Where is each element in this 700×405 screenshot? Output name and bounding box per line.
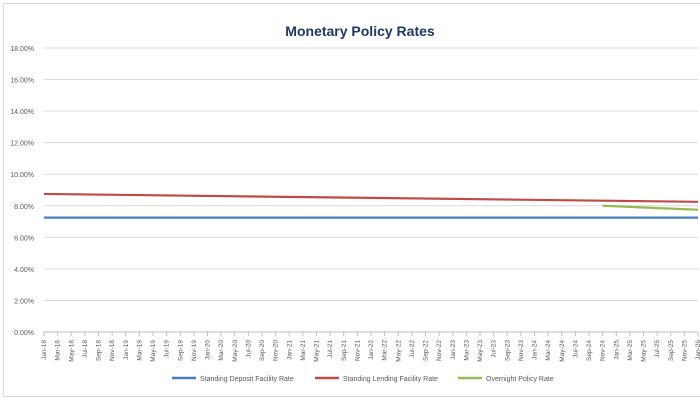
- x-tick-label: Nov-23: [518, 340, 525, 361]
- y-tick-label: 16.00%: [10, 78, 34, 85]
- x-tick-label: Nov-20: [273, 340, 280, 361]
- x-tick-label: Mar-21: [300, 340, 307, 361]
- x-tick-label: Mar-18: [55, 340, 62, 361]
- x-tick-label: Jan-22: [368, 340, 375, 360]
- x-tick-label: Nov-25: [681, 340, 688, 361]
- legend-label: Standing Lending Facility Rate: [343, 376, 438, 383]
- x-tick-label: Nov-19: [191, 340, 198, 361]
- y-tick-label: 0.00%: [14, 330, 34, 337]
- x-tick-label: Mar-20: [218, 340, 225, 361]
- x-tick-label: Jan-24: [532, 340, 539, 360]
- legend: Standing Deposit Facility Rate Standing L…: [172, 376, 554, 383]
- chart-title: Monetary Policy Rates: [285, 23, 435, 39]
- x-tick-label: Jan-23: [450, 340, 457, 360]
- x-tick-label: Sep-23: [504, 340, 511, 361]
- x-tick-label: Jan-20: [205, 340, 212, 360]
- x-tick-label: Mar-19: [136, 340, 143, 361]
- x-axis-tick-labels: Jan-18 Mar-18 May-18 Jul-18 Sep-18 Nov-18 Jan-…: [41, 340, 700, 362]
- x-tick-label: May-19: [150, 340, 157, 362]
- x-tick-label: May-20: [232, 340, 239, 362]
- x-tick-label: May-22: [395, 340, 402, 362]
- x-tick-label: Jul-25: [654, 340, 661, 358]
- y-tick-label: 14.00%: [10, 109, 34, 116]
- legend-label: Standing Deposit Facility Rate: [200, 376, 294, 383]
- x-tick-label: Sep-19: [177, 340, 184, 361]
- x-tick-label: May-18: [68, 340, 75, 362]
- x-tick-label: Sep-25: [668, 340, 675, 361]
- y-tick-label: 4.00%: [14, 267, 34, 274]
- x-tick-label: Jul-22: [409, 340, 416, 358]
- x-tick-label: Jul-18: [82, 340, 89, 358]
- y-tick-label: 2.00%: [14, 298, 34, 305]
- x-tick-label: Sep-22: [423, 340, 430, 361]
- x-tick-label: Mar-23: [463, 340, 470, 361]
- x-tick-label: Jul-24: [572, 340, 579, 358]
- x-tick-label: Jan-25: [613, 340, 620, 360]
- x-tick-label: Jul-19: [164, 340, 171, 358]
- x-tick-label: Nov-24: [600, 340, 607, 361]
- x-tick-label: May-25: [641, 340, 648, 362]
- x-tick-label: May-23: [477, 340, 484, 362]
- x-tick-label: Sep-21: [341, 340, 348, 361]
- x-tick-label: Nov-22: [436, 340, 443, 361]
- x-tick-label: Jan-26: [695, 340, 700, 360]
- x-tick-label: Jan-21: [286, 340, 293, 360]
- x-tick-label: May-24: [559, 340, 566, 362]
- y-tick-label: 6.00%: [14, 235, 34, 242]
- x-tick-label: Sep-20: [259, 340, 266, 361]
- y-tick-label: 18.00%: [10, 46, 34, 53]
- x-tick-label: Mar-22: [382, 340, 389, 361]
- legend-label: Overnight Policy Rate: [486, 376, 554, 383]
- x-tick-label: Sep-24: [586, 340, 593, 361]
- x-tick-label: Mar-24: [545, 340, 552, 361]
- x-tick-label: Jul-23: [491, 340, 498, 358]
- y-tick-label: 8.00%: [14, 204, 34, 211]
- x-tick-label: Jul-21: [327, 340, 334, 358]
- x-tick-label: May-21: [314, 340, 321, 362]
- x-tick-label: Nov-21: [354, 340, 361, 361]
- x-tick-label: Sep-18: [96, 340, 103, 361]
- x-tick-label: Jul-20: [245, 340, 252, 358]
- x-tick-label: Nov-18: [109, 340, 116, 361]
- x-tick-label: Jan-19: [123, 340, 130, 360]
- y-tick-label: 10.00%: [10, 172, 34, 179]
- y-tick-label: 12.00%: [10, 141, 34, 148]
- x-tick-label: Jan-18: [41, 340, 48, 360]
- x-tick-label: Mar-25: [627, 340, 634, 361]
